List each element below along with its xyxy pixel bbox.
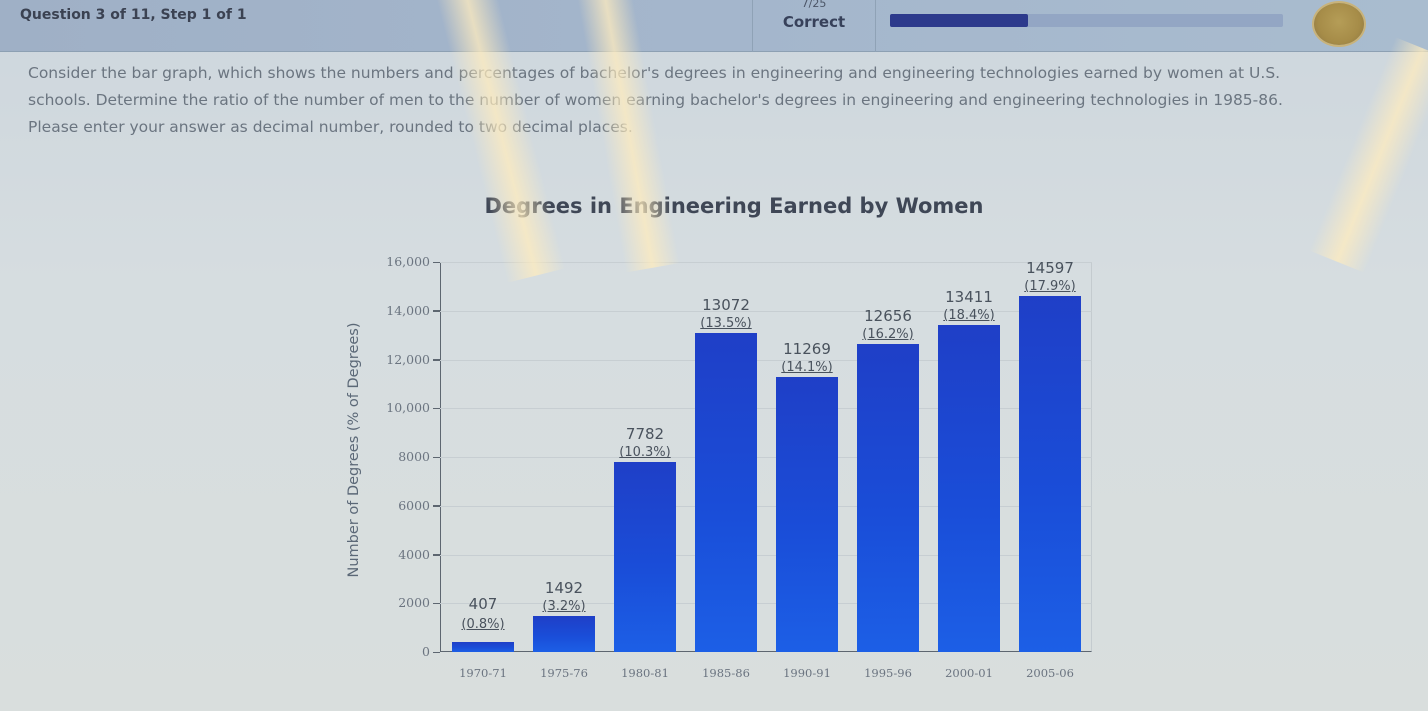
x-tick-label: 1980-81: [621, 666, 669, 680]
top-bar: Question 3 of 11, Step 1 of 1 7/25 Corre…: [0, 0, 1428, 52]
bar-1970-71: [452, 642, 514, 652]
x-tick-label: 2005-06: [1026, 666, 1074, 680]
bar-value-label: 14597: [1026, 259, 1074, 278]
bar-value-label: 12656: [864, 306, 912, 325]
bar-percent-label: (17.9%): [1024, 279, 1076, 295]
y-tick: [433, 310, 440, 312]
chart-title: Degrees in Engineering Earned by Women: [484, 194, 984, 218]
bar-percent-label: (3.2%): [542, 598, 586, 614]
bar-percent-label: (16.2%): [862, 326, 914, 342]
prompt-line-2: schools. Determine the ratio of the numb…: [28, 91, 1283, 109]
question-step-label: Question 3 of 11, Step 1 of 1: [20, 7, 247, 23]
y-tick: [433, 651, 440, 653]
bar-1995-96: [857, 343, 919, 652]
bar-2005-06: [1019, 296, 1081, 652]
y-tick-label: 8000: [398, 449, 430, 464]
y-tick-label: 16,000: [386, 254, 430, 269]
score-box: 7/25 Correct: [752, 0, 876, 52]
prompt-line-1: Consider the bar graph, which shows the …: [28, 64, 1281, 82]
score-label: Correct: [782, 13, 846, 31]
question-prompt: Consider the bar graph, which shows the …: [28, 60, 1418, 141]
gridline: [440, 603, 1092, 605]
gridline: [440, 310, 1092, 312]
gridline: [440, 505, 1092, 507]
y-tick-label: 0: [422, 644, 430, 659]
bar-percent-label: (10.3%): [619, 445, 671, 461]
y-tick-label: 4000: [398, 546, 430, 562]
y-tick-label: 6000: [398, 497, 430, 513]
y-tick: [433, 554, 440, 556]
y-tick: [433, 602, 440, 605]
gridline: [440, 554, 1092, 556]
score-fraction: 7/25: [801, 0, 827, 10]
bar-percent-label: (18.4%): [943, 308, 995, 324]
y-tick: [433, 407, 440, 410]
bar-value-label: 13072: [702, 296, 750, 315]
bar-chart-plot-area: 0 2000 4000 6000 8000 10,000 12,000 14,000 16,00…: [386, 254, 1092, 680]
y-tick-label: 12,000: [386, 351, 430, 367]
bar-value-label: 13411: [945, 288, 993, 307]
coin-badge-icon[interactable]: [1314, 3, 1364, 45]
prompt-line-3: Please enter your answer as decimal numb…: [28, 118, 633, 136]
progress-bar-fill: [890, 14, 1028, 27]
y-tick: [433, 505, 440, 507]
y-tick-label: 10,000: [386, 400, 430, 416]
x-tick-label: 1995-96: [864, 666, 912, 680]
bar-percent-label: (0.8%): [461, 617, 505, 633]
bar-value-label: 11269: [783, 340, 831, 359]
y-tick-label: 14,000: [386, 302, 430, 318]
bar-1990-91: [776, 377, 838, 652]
y-tick: [433, 261, 440, 263]
x-tick-label: 1985-86: [702, 666, 750, 680]
bar-1985-86: [695, 333, 757, 652]
bar-percent-label: (14.1%): [781, 360, 833, 376]
y-tick-label: 2000: [398, 595, 430, 611]
gridline: [440, 457, 1092, 458]
x-tick-label: 1970-71: [459, 666, 507, 680]
gridline: [440, 262, 1092, 263]
bar-value-label: 7782: [625, 425, 665, 444]
bar-1975-76: [533, 615, 595, 652]
bar-1980-81: [614, 462, 676, 652]
x-tick-label: 2000-01: [945, 666, 993, 680]
bar-value-label: 407: [468, 595, 498, 614]
progress-bar: [890, 14, 1283, 27]
x-tick-label: 1975-76: [540, 666, 588, 680]
bar-value-label: 1492: [544, 578, 584, 597]
x-tick-label: 1990-91: [783, 666, 831, 680]
y-tick: [433, 456, 440, 458]
gridline: [440, 359, 1092, 361]
y-tick: [433, 359, 440, 361]
bar-2000-01: [938, 325, 1000, 652]
bar-percent-label: (13.5%): [700, 316, 752, 332]
gridline: [440, 408, 1092, 410]
